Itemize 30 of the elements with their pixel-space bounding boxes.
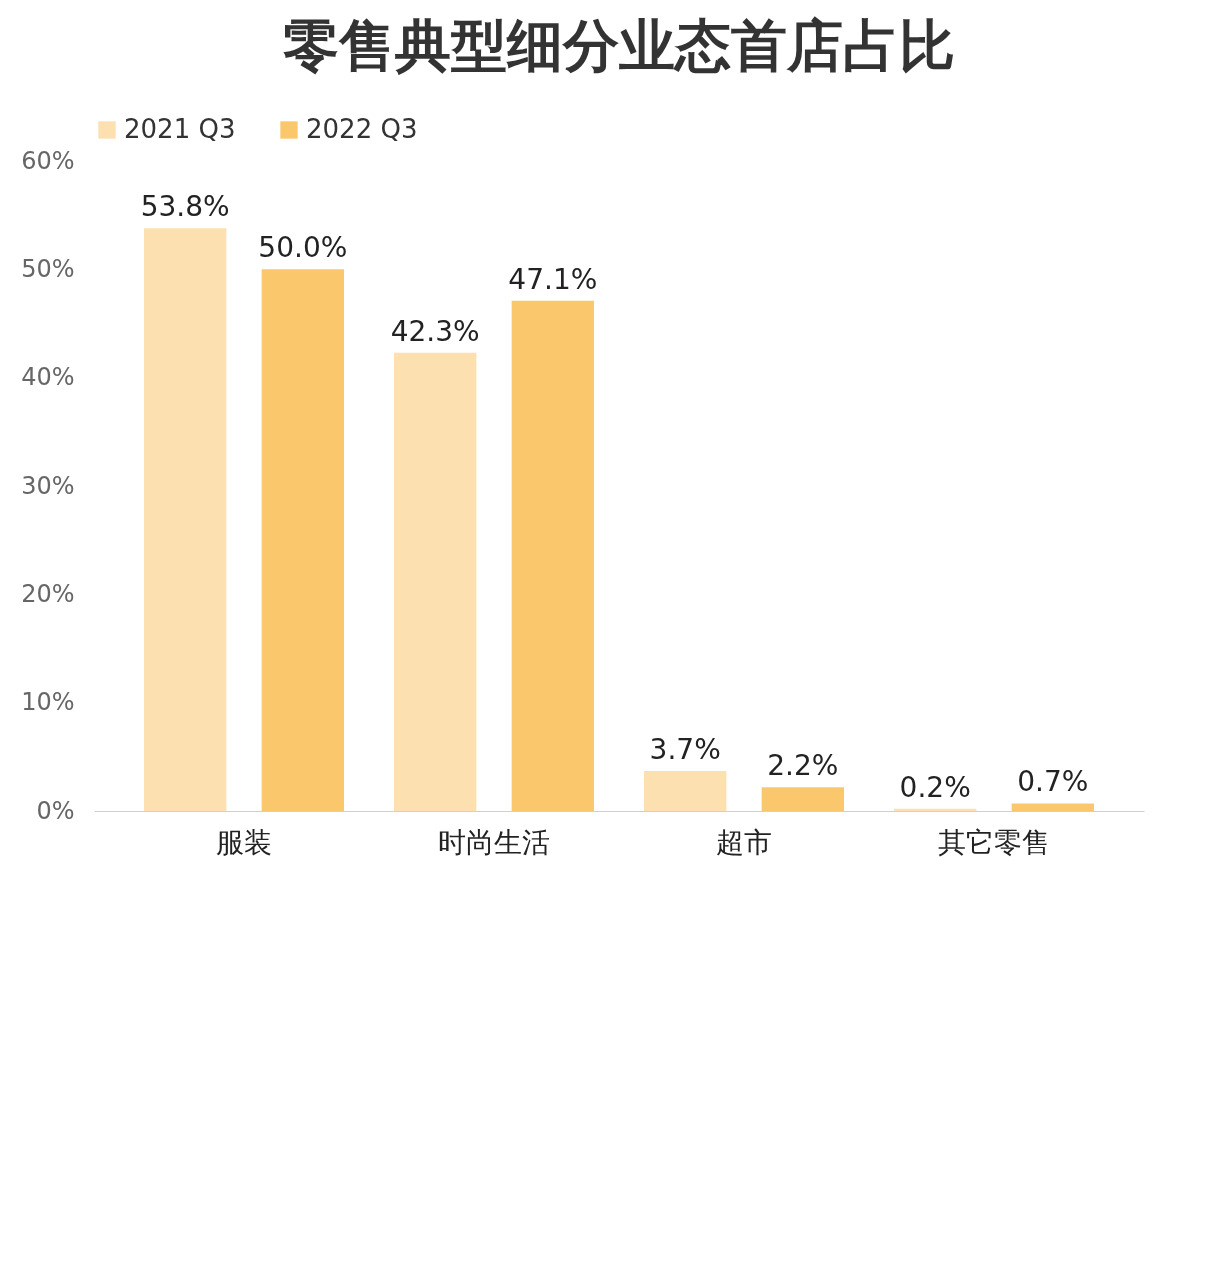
bar xyxy=(511,300,594,811)
bar xyxy=(1011,803,1094,811)
data-label: 3.7% xyxy=(649,732,721,766)
y-tick-label: 30% xyxy=(21,471,75,500)
legend-label: 2021 Q3 xyxy=(124,114,236,144)
x-tick-label: 其它零售 xyxy=(938,825,1050,859)
x-tick-label: 超市 xyxy=(716,825,772,859)
y-tick-label: 50% xyxy=(21,254,75,283)
chart-title: 零售典型细分业态首店占比 xyxy=(283,13,955,78)
legend-label: 2022 Q3 xyxy=(306,114,418,144)
bar xyxy=(144,228,227,811)
x-tick-label: 时尚生活 xyxy=(438,825,550,859)
y-tick-label: 60% xyxy=(21,146,75,175)
data-label: 50.0% xyxy=(258,231,348,265)
bar xyxy=(261,269,344,811)
bar xyxy=(644,770,727,811)
y-tick-label: 0% xyxy=(36,796,75,825)
bar xyxy=(894,808,977,811)
data-label: 0.2% xyxy=(899,770,971,804)
data-label: 42.3% xyxy=(390,314,480,348)
y-tick-label: 10% xyxy=(21,688,75,717)
data-label: 47.1% xyxy=(508,262,598,296)
y-tick-label: 20% xyxy=(21,579,75,608)
bar xyxy=(761,787,844,811)
y-tick-label: 40% xyxy=(21,363,75,392)
data-label: 0.7% xyxy=(1017,765,1089,799)
data-label: 53.8% xyxy=(140,190,230,224)
x-tick-label: 服装 xyxy=(216,825,272,859)
data-label: 2.2% xyxy=(767,749,839,783)
bar xyxy=(394,352,477,811)
